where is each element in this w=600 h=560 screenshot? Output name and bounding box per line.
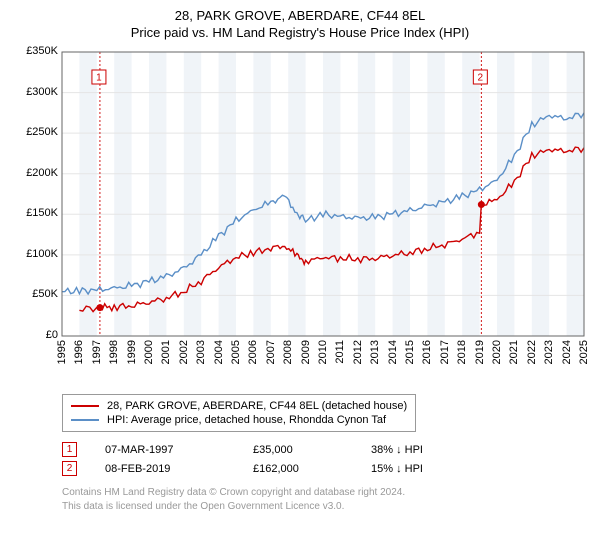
x-axis-label: 1995 bbox=[56, 340, 68, 364]
x-axis-label: 2021 bbox=[508, 340, 520, 364]
x-axis-label: 2008 bbox=[282, 340, 294, 364]
price-chart: 1 2 £0 £50K £100K £150K £200K £250K £300K £350K 1… bbox=[12, 46, 588, 386]
x-axis-label: 2001 bbox=[160, 340, 172, 364]
x-axis-label: 2017 bbox=[439, 340, 451, 364]
svg-text:1: 1 bbox=[96, 73, 102, 84]
x-axis-label: 1998 bbox=[108, 340, 120, 364]
x-axis-label: 2007 bbox=[265, 340, 277, 364]
footnote-line: Contains HM Land Registry data © Crown c… bbox=[62, 486, 588, 500]
x-axis-label: 2020 bbox=[491, 340, 503, 364]
marker-index-box: 2 bbox=[62, 461, 77, 476]
legend-label: 28, PARK GROVE, ABERDARE, CF44 8EL (deta… bbox=[107, 400, 407, 412]
marker-delta: 38% ↓ HPI bbox=[371, 444, 423, 456]
x-axis-label: 2010 bbox=[317, 340, 329, 364]
x-axis-label: 2023 bbox=[543, 340, 555, 364]
marker-index-box: 1 bbox=[62, 442, 77, 457]
x-axis-label: 2019 bbox=[474, 340, 486, 364]
legend-swatch bbox=[71, 405, 99, 407]
x-axis-label: 2002 bbox=[178, 340, 190, 364]
x-axis-label: 2005 bbox=[230, 340, 242, 364]
y-axis-label: £100K bbox=[12, 248, 58, 260]
y-axis-label: £0 bbox=[12, 329, 58, 341]
x-axis-label: 2016 bbox=[421, 340, 433, 364]
x-axis-label: 2012 bbox=[352, 340, 364, 364]
legend-label: HPI: Average price, detached house, Rhon… bbox=[107, 414, 386, 426]
y-axis-label: £250K bbox=[12, 126, 58, 138]
footnote-line: This data is licensed under the Open Gov… bbox=[62, 500, 588, 514]
marker-row: 2 08-FEB-2019 £162,000 15% ↓ HPI bbox=[62, 459, 588, 478]
x-axis-label: 2024 bbox=[561, 340, 573, 364]
x-axis-label: 2022 bbox=[526, 340, 538, 364]
x-axis-label: 1996 bbox=[73, 340, 85, 364]
svg-text:2: 2 bbox=[478, 73, 484, 84]
x-axis-label: 2004 bbox=[213, 340, 225, 364]
y-axis-label: £300K bbox=[12, 86, 58, 98]
y-axis-label: £200K bbox=[12, 167, 58, 179]
x-axis-label: 2011 bbox=[334, 340, 346, 364]
x-axis-label: 2014 bbox=[387, 340, 399, 364]
marker-delta: 15% ↓ HPI bbox=[371, 463, 423, 475]
legend: 28, PARK GROVE, ABERDARE, CF44 8EL (deta… bbox=[62, 394, 416, 432]
marker-date: 07-MAR-1997 bbox=[105, 444, 225, 456]
x-axis-label: 1999 bbox=[126, 340, 138, 364]
x-axis-label: 2018 bbox=[456, 340, 468, 364]
legend-item: HPI: Average price, detached house, Rhon… bbox=[71, 413, 407, 427]
x-axis-label: 1997 bbox=[91, 340, 103, 364]
legend-swatch bbox=[71, 419, 99, 421]
x-axis-label: 2009 bbox=[300, 340, 312, 364]
marker-table: 1 07-MAR-1997 £35,000 38% ↓ HPI 2 08-FEB-2019… bbox=[62, 440, 588, 478]
chart-title: 28, PARK GROVE, ABERDARE, CF44 8EL bbox=[12, 8, 588, 23]
y-axis-label: £150K bbox=[12, 207, 58, 219]
marker-price: £35,000 bbox=[253, 444, 343, 456]
x-axis-label: 2015 bbox=[404, 340, 416, 364]
x-axis-label: 2013 bbox=[369, 340, 381, 364]
y-axis-label: £50K bbox=[12, 288, 58, 300]
y-axis-label: £350K bbox=[12, 45, 58, 57]
marker-date: 08-FEB-2019 bbox=[105, 463, 225, 475]
x-axis-label: 2003 bbox=[195, 340, 207, 364]
x-axis-label: 2000 bbox=[143, 340, 155, 364]
marker-row: 1 07-MAR-1997 £35,000 38% ↓ HPI bbox=[62, 440, 588, 459]
footnote: Contains HM Land Registry data © Crown c… bbox=[62, 486, 588, 513]
x-axis-label: 2025 bbox=[578, 340, 590, 364]
legend-item: 28, PARK GROVE, ABERDARE, CF44 8EL (deta… bbox=[71, 399, 407, 413]
chart-subtitle: Price paid vs. HM Land Registry's House … bbox=[12, 25, 588, 40]
x-axis-label: 2006 bbox=[247, 340, 259, 364]
marker-price: £162,000 bbox=[253, 463, 343, 475]
